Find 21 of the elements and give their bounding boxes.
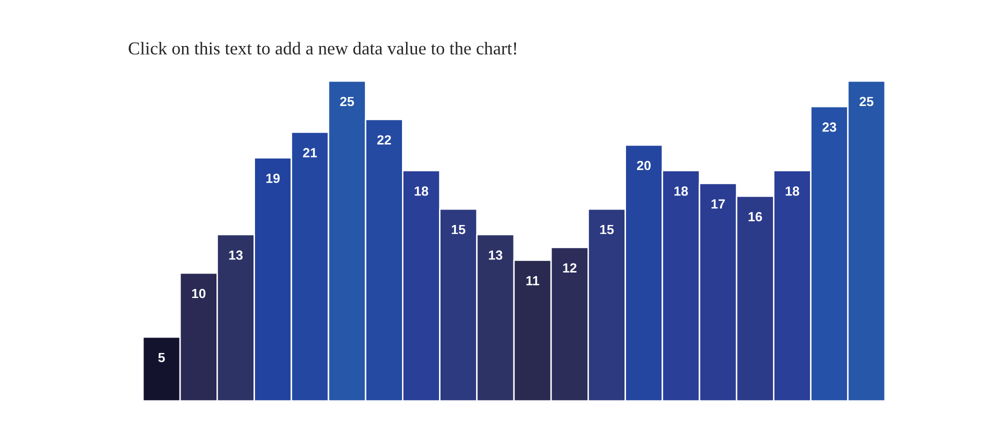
data-label: 13 [488, 250, 502, 260]
data-label: 11 [526, 276, 540, 286]
data-label: 10 [192, 288, 206, 298]
data-label: 13 [229, 250, 243, 260]
data-label: 18 [674, 186, 688, 196]
chart-title: Click on this text to add a new data value to the chart! [128, 42, 516, 55]
data-label: 12 [563, 263, 576, 272]
data-label: 21 [303, 148, 317, 158]
data-label: 16 [748, 212, 762, 222]
data-label: 25 [340, 96, 354, 106]
data-label: 20 [636, 160, 651, 170]
data-label: 5 [158, 352, 165, 362]
data-label: 15 [452, 224, 466, 234]
data-label: 22 [377, 135, 391, 144]
data-label: 18 [414, 186, 428, 196]
data-label: 18 [786, 186, 800, 196]
data-label: 19 [266, 174, 280, 183]
data-label: 23 [822, 122, 836, 132]
data-label: 25 [860, 96, 874, 106]
data-label: 15 [600, 224, 614, 234]
data-label: 17 [712, 199, 725, 208]
